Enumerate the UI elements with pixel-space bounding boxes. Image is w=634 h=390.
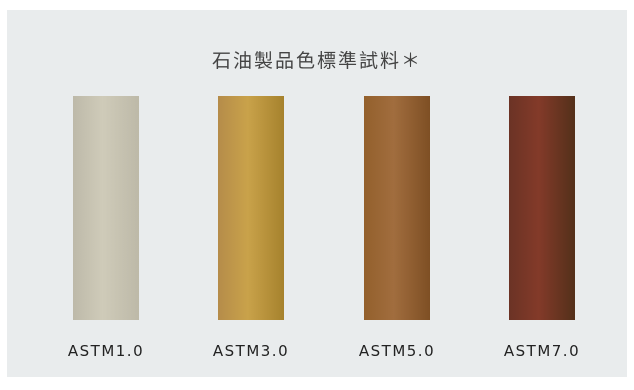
sample-swatch-astm-3-0 bbox=[218, 96, 284, 320]
sample-swatch-astm-1-0 bbox=[73, 96, 139, 320]
sample-label-astm-5-0: ASTM5.0 bbox=[358, 342, 436, 360]
sample-swatch-astm-7-0 bbox=[509, 96, 575, 320]
panel-title: 石油製品色標準試料＊ bbox=[211, 50, 422, 72]
sample-label-astm-3-0: ASTM3.0 bbox=[212, 342, 290, 360]
color-standards-panel: 石油製品色標準試料＊ ASTM1.0 ASTM3.0 ASTM5.0 ASTM7… bbox=[7, 10, 627, 377]
sample-swatch-astm-5-0 bbox=[364, 96, 430, 320]
sample-label-astm-1-0: ASTM1.0 bbox=[67, 342, 145, 360]
sample-label-astm-7-0: ASTM7.0 bbox=[503, 342, 581, 360]
